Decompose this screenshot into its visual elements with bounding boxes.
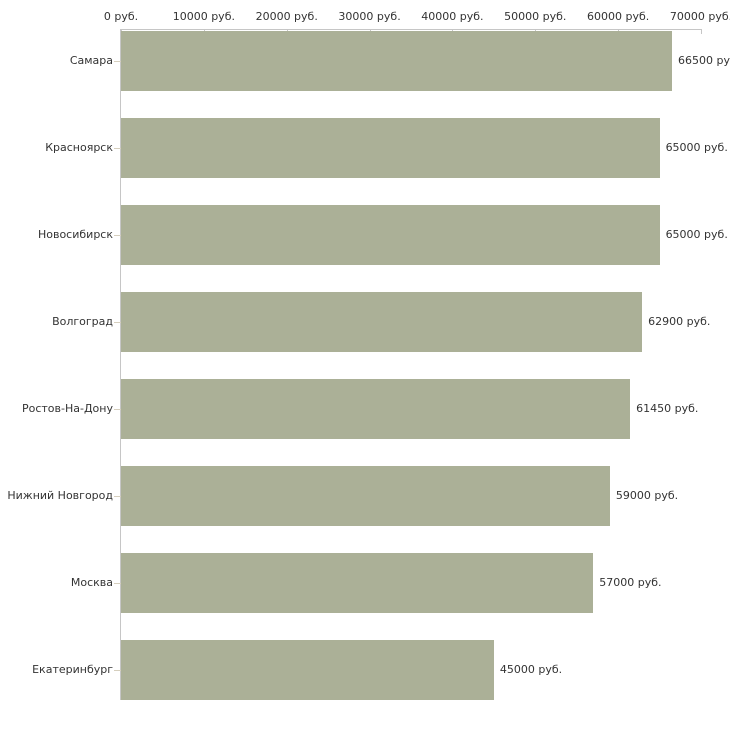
bar — [121, 378, 631, 439]
bar — [121, 552, 594, 613]
value-label: 57000 руб. — [599, 575, 662, 589]
x-axis-tick-label: 10000 руб. — [172, 10, 235, 23]
category-label: Красноярск — [45, 140, 113, 154]
value-label: 65000 руб. — [665, 140, 728, 154]
x-axis-line — [121, 29, 701, 30]
x-axis-tick-label: 0 руб. — [103, 10, 139, 23]
value-label: 65000 руб. — [665, 227, 728, 241]
value-label: 45000 руб. — [499, 662, 563, 676]
category-label: Новосибирск — [37, 227, 113, 241]
category-label: Москва — [70, 575, 113, 589]
category-tick-mark — [114, 408, 121, 410]
bar — [121, 117, 660, 178]
value-label: 61450 руб. — [636, 401, 699, 415]
category-label: Нижний Новгород — [7, 488, 113, 502]
category-tick-mark — [114, 582, 121, 584]
category-tick-mark — [114, 495, 121, 497]
bar — [121, 204, 660, 265]
x-axis-tick-label: 60000 руб. — [587, 10, 650, 23]
value-label: 66500 руб. — [678, 53, 730, 67]
bar — [121, 639, 494, 700]
x-axis-tick-label: 70000 руб. — [669, 10, 730, 23]
category-label: Ростов-На-Дону — [21, 401, 113, 415]
bar — [121, 30, 672, 91]
category-label: Самара — [69, 53, 113, 67]
category-tick-mark — [114, 669, 121, 671]
x-axis-tick-label: 20000 руб. — [255, 10, 318, 23]
bar — [121, 465, 610, 526]
value-label: 59000 руб. — [615, 488, 679, 502]
bar — [121, 291, 643, 352]
x-axis-tick-label: 50000 руб. — [504, 10, 567, 23]
x-axis-tick-mark — [701, 29, 702, 34]
category-tick-mark — [114, 234, 121, 236]
category-label: Волгоград — [52, 314, 113, 328]
category-tick-mark — [114, 147, 121, 149]
value-label: 62900 руб. — [648, 314, 711, 328]
category-tick-mark — [114, 60, 121, 62]
x-axis-tick-label: 30000 руб. — [338, 10, 401, 23]
category-label: Екатеринбург — [32, 662, 113, 676]
category-tick-mark — [114, 321, 121, 323]
x-axis-tick-label: 40000 руб. — [421, 10, 484, 23]
y-axis-line — [120, 29, 121, 700]
